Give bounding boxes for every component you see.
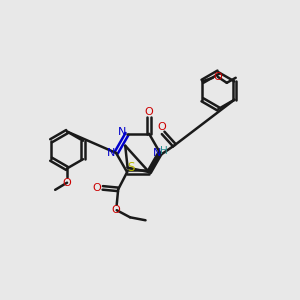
Text: N: N	[152, 148, 161, 158]
Text: O: O	[112, 205, 121, 215]
Text: S: S	[127, 161, 134, 174]
Text: N: N	[118, 127, 126, 137]
Text: O: O	[92, 183, 101, 193]
Text: N: N	[106, 148, 115, 158]
Text: O: O	[145, 106, 154, 116]
Text: O: O	[62, 178, 71, 188]
Text: H: H	[160, 146, 168, 156]
Text: O: O	[214, 72, 222, 82]
Text: O: O	[157, 122, 166, 132]
